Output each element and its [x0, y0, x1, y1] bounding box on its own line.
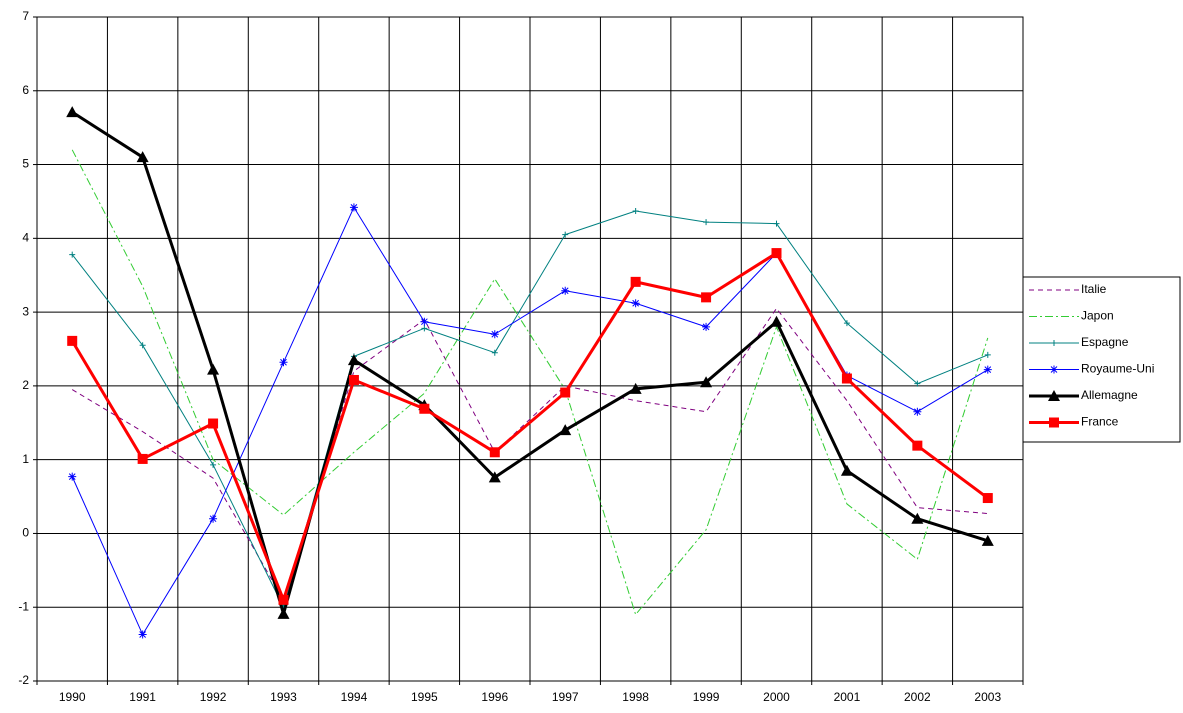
- marker: [770, 315, 783, 327]
- marker: [560, 387, 571, 398]
- marker: [68, 472, 77, 481]
- marker: [913, 407, 922, 416]
- y-tick-label: 5: [22, 157, 29, 171]
- marker: [562, 231, 569, 238]
- legend-label: Espagne: [1081, 335, 1129, 349]
- x-tick-label: 1992: [200, 690, 227, 704]
- x-tick-label: 2001: [834, 690, 861, 704]
- legend-label: Allemagne: [1081, 388, 1138, 402]
- marker: [489, 447, 500, 458]
- marker: [771, 248, 782, 259]
- x-tick-label: 1990: [59, 690, 86, 704]
- marker: [66, 106, 79, 118]
- marker: [840, 464, 853, 476]
- marker: [561, 286, 570, 295]
- marker: [210, 461, 217, 468]
- marker: [630, 276, 641, 287]
- y-tick-label: -2: [18, 673, 29, 687]
- marker: [207, 363, 220, 375]
- series-line: [71, 210, 988, 608]
- marker: [347, 354, 360, 366]
- marker: [419, 403, 430, 414]
- legend-marker: [1051, 340, 1057, 346]
- marker: [208, 418, 219, 429]
- x-tick-label: 1995: [411, 690, 438, 704]
- legend-marker: [1048, 390, 1060, 401]
- x-tick-label: 1993: [270, 690, 297, 704]
- y-tick-label: -1: [18, 599, 29, 613]
- y-tick-label: 1: [22, 452, 29, 466]
- marker: [559, 424, 572, 436]
- marker: [420, 317, 429, 326]
- marker: [490, 330, 499, 339]
- marker: [982, 493, 993, 504]
- marker: [703, 219, 710, 226]
- legend-box: [1022, 276, 1181, 443]
- marker: [421, 325, 428, 332]
- marker: [138, 630, 147, 639]
- y-tick-label: 2: [22, 378, 29, 392]
- marker: [348, 374, 359, 385]
- marker: [631, 299, 640, 308]
- x-tick-label: 2000: [763, 690, 790, 704]
- marker: [843, 320, 850, 327]
- marker: [984, 351, 991, 358]
- y-tick-label: 6: [22, 83, 29, 97]
- x-tick-label: 1994: [341, 690, 368, 704]
- series-line: [71, 110, 989, 616]
- y-tick-label: 7: [22, 9, 29, 23]
- marker: [912, 440, 923, 451]
- legend-marker: [1049, 417, 1059, 428]
- marker: [278, 594, 289, 605]
- x-tick-label: 1999: [693, 690, 720, 704]
- legend-label: Italie: [1081, 282, 1107, 296]
- marker: [914, 380, 921, 387]
- marker: [491, 349, 498, 356]
- marker: [349, 203, 358, 212]
- series-line: [71, 307, 988, 601]
- x-tick-label: 1996: [481, 690, 508, 704]
- x-tick-label: 1997: [552, 690, 579, 704]
- series-line: [71, 149, 989, 616]
- marker: [983, 365, 992, 374]
- marker: [629, 382, 642, 394]
- marker: [773, 220, 780, 227]
- legend-label: Japon: [1081, 309, 1114, 323]
- marker: [279, 358, 288, 367]
- marker: [632, 208, 639, 215]
- y-tick-label: 4: [22, 231, 29, 245]
- x-tick-label: 2002: [904, 690, 931, 704]
- legend-marker: [1050, 365, 1058, 374]
- marker: [981, 534, 994, 546]
- marker: [136, 151, 149, 163]
- marker: [67, 335, 78, 346]
- marker: [700, 376, 713, 388]
- legend-label: France: [1081, 415, 1119, 429]
- marker: [701, 292, 712, 303]
- marker: [488, 471, 501, 483]
- marker: [209, 514, 218, 523]
- marker: [139, 342, 146, 349]
- marker: [841, 373, 852, 384]
- marker: [277, 607, 290, 619]
- x-tick-label: 1998: [622, 690, 649, 704]
- marker: [702, 322, 711, 331]
- marker: [137, 453, 148, 464]
- y-tick-label: 3: [22, 304, 29, 318]
- legend-label: Royaume-Uni: [1081, 362, 1154, 376]
- y-tick-label: 0: [22, 526, 29, 540]
- series-line: [70, 251, 989, 602]
- marker: [911, 512, 924, 524]
- x-tick-label: 1991: [129, 690, 156, 704]
- marker: [69, 251, 76, 258]
- x-tick-label: 2003: [974, 690, 1001, 704]
